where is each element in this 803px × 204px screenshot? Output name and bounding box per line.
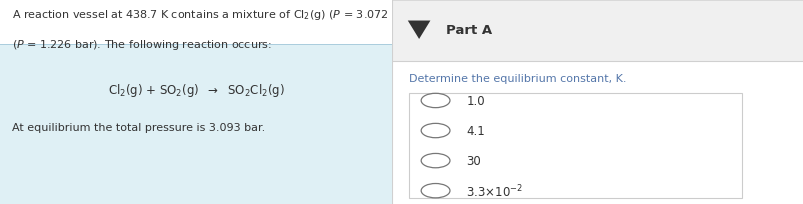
Text: $\mathregular{Cl_2}$(g) + $\mathregular{SO_2}$(g)  $\rightarrow$  $\mathregular{: $\mathregular{Cl_2}$(g) + $\mathregular{…: [108, 82, 284, 99]
Text: 4.1: 4.1: [466, 124, 484, 137]
Text: Part A: Part A: [446, 24, 491, 37]
Polygon shape: [407, 21, 430, 40]
Text: Determine the equilibrium constant, K.: Determine the equilibrium constant, K.: [408, 73, 626, 83]
Text: ($P$ = 1.226 bar). The following reaction occurs:: ($P$ = 1.226 bar). The following reactio…: [12, 38, 271, 52]
Text: 1.0: 1.0: [466, 94, 484, 108]
FancyBboxPatch shape: [392, 0, 803, 61]
FancyBboxPatch shape: [0, 45, 392, 204]
FancyBboxPatch shape: [392, 61, 803, 204]
Text: 30: 30: [466, 154, 481, 167]
Text: 3.3$\times$10$^{-2}$: 3.3$\times$10$^{-2}$: [466, 183, 523, 199]
FancyBboxPatch shape: [408, 94, 741, 198]
Text: A reaction vessel at 438.7 K contains a mixture of $\mathregular{Cl_2}$(g) ($P$ : A reaction vessel at 438.7 K contains a …: [12, 8, 479, 22]
Text: At equilibrium the total pressure is 3.093 bar.: At equilibrium the total pressure is 3.0…: [12, 122, 265, 132]
